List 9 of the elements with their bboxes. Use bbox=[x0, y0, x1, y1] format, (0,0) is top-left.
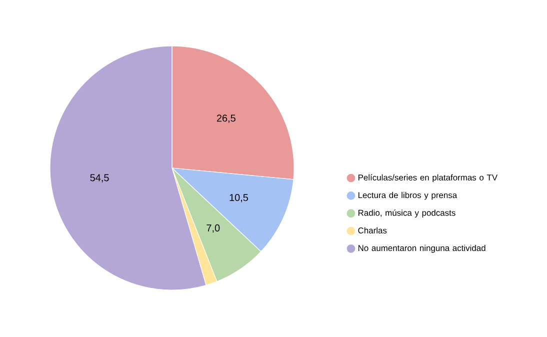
legend-label: No aumentaron ninguna actividad bbox=[358, 244, 486, 253]
legend-label: Charlas bbox=[358, 227, 387, 234]
data-label: 7,0 bbox=[206, 224, 220, 233]
legend-label: Radio, música y podcasts bbox=[358, 210, 456, 218]
data-label: 26,5 bbox=[216, 114, 236, 123]
data-label: 54,5 bbox=[90, 174, 109, 182]
legend-label: Películas/series en plataformas o TV bbox=[358, 174, 498, 182]
legend-label: Lectura de libros y prensa bbox=[358, 192, 458, 200]
data-label: 10,5 bbox=[230, 194, 248, 202]
